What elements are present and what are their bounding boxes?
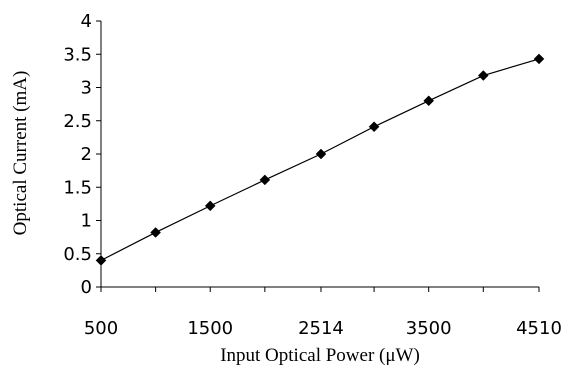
plot-area: 0 0.5 1 1.5 2 2.5 3 3.5 4 500 1500 2514 3500 4510 (63, 11, 562, 339)
y-tick-label: 2.5 (63, 111, 92, 132)
data-point (315, 148, 327, 160)
x-axis-title: Input Optical Power (μW) (220, 345, 420, 366)
data-point (368, 121, 380, 133)
data-point (95, 255, 107, 266)
y-tick-label: 0 (81, 277, 92, 298)
y-axis-title: Optical Current (mA) (10, 71, 31, 236)
y-tick-label: 1 (81, 211, 92, 232)
x-tick-label: 3500 (406, 318, 452, 339)
x-tick-label: 500 (84, 318, 118, 339)
x-tick-label: 2514 (298, 318, 344, 339)
y-tick-label: 3 (81, 78, 92, 99)
data-point (533, 53, 545, 65)
data-point (150, 227, 161, 238)
y-tick-label: 2 (81, 144, 92, 165)
y-tick-label: 0.5 (63, 244, 92, 265)
y-tick-label: 1.5 (63, 177, 92, 198)
data-point (204, 200, 216, 212)
x-tick-label: 1500 (187, 318, 233, 339)
series-line (100, 58, 540, 261)
x-tick-label: 4510 (516, 318, 562, 339)
data-point (423, 95, 435, 107)
data-point (477, 70, 489, 81)
data-point (259, 174, 271, 186)
y-tick-label: 4 (81, 11, 92, 32)
y-tick-label: 3.5 (63, 44, 92, 65)
